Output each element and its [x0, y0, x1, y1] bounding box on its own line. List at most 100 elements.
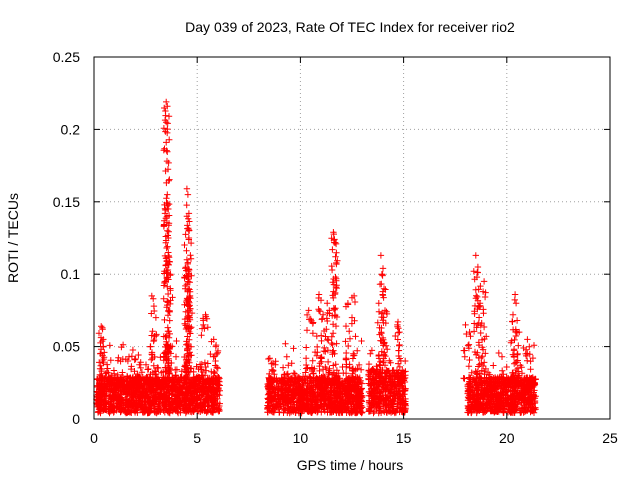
data-point — [183, 360, 190, 367]
data-point — [511, 336, 518, 344]
data-point — [288, 375, 295, 382]
data-point — [343, 406, 351, 414]
data-point — [175, 379, 182, 386]
data-point — [164, 120, 171, 127]
data-point — [163, 195, 170, 202]
data-point — [318, 316, 325, 323]
data-point — [514, 357, 521, 364]
data-point — [380, 359, 387, 366]
data-point — [503, 363, 510, 371]
data-point — [148, 310, 155, 317]
data-point — [293, 399, 301, 406]
data-point — [490, 362, 497, 369]
data-point — [472, 368, 479, 375]
data-point — [471, 308, 478, 315]
data-point — [166, 176, 173, 183]
data-point — [314, 349, 321, 356]
data-point — [467, 333, 474, 340]
x-tick-label: 25 — [602, 430, 618, 446]
data-point — [369, 375, 376, 382]
data-point — [120, 383, 128, 390]
data-point — [198, 325, 206, 332]
data-point — [330, 305, 338, 312]
data-point — [381, 369, 389, 376]
data-point — [132, 355, 139, 363]
data-point — [182, 272, 190, 279]
data-point — [188, 324, 195, 331]
x-tick-label: 15 — [396, 430, 412, 446]
data-point — [285, 394, 292, 402]
data-point — [396, 355, 403, 362]
data-point — [475, 286, 482, 293]
data-point — [329, 321, 337, 328]
data-point — [102, 397, 109, 404]
data-point — [329, 330, 337, 337]
data-point — [101, 384, 109, 391]
data-point — [103, 378, 110, 386]
data-point — [474, 368, 481, 376]
data-point — [98, 323, 105, 330]
data-point — [321, 344, 328, 352]
data-point — [291, 379, 298, 386]
data-point — [328, 339, 335, 347]
data-point — [183, 185, 191, 192]
data-point — [290, 345, 297, 352]
data-point — [319, 366, 327, 373]
data-point — [396, 396, 404, 403]
data-point — [302, 369, 309, 376]
data-point — [200, 321, 207, 329]
data-point — [144, 366, 151, 373]
data-point — [181, 241, 188, 249]
data-point — [149, 399, 157, 406]
data-point — [332, 283, 340, 291]
data-point — [150, 302, 158, 310]
data-point — [491, 403, 498, 410]
data-point — [487, 406, 494, 413]
data-point — [464, 393, 472, 401]
data-point — [275, 396, 282, 404]
data-point — [98, 398, 105, 406]
data-point — [182, 282, 189, 290]
data-point — [511, 296, 518, 304]
data-point — [165, 200, 173, 208]
x-axis-label: GPS time / hours — [297, 457, 404, 473]
data-point — [398, 408, 405, 415]
data-point — [304, 390, 311, 397]
data-point — [532, 393, 539, 400]
data-point — [506, 380, 513, 387]
data-point — [100, 387, 108, 394]
data-point — [352, 333, 359, 340]
data-point — [268, 360, 275, 367]
data-point — [385, 388, 392, 395]
data-point — [395, 381, 403, 388]
data-point — [114, 371, 121, 379]
data-point — [315, 388, 323, 396]
y-tick-label: 0.1 — [61, 266, 81, 282]
data-point — [142, 375, 149, 382]
data-point — [305, 307, 312, 314]
data-point — [194, 387, 201, 394]
data-point — [395, 373, 402, 380]
data-point — [120, 405, 127, 412]
data-point — [301, 374, 309, 382]
data-point — [144, 395, 152, 403]
data-point — [193, 394, 200, 401]
data-point — [165, 334, 173, 341]
data-point — [301, 376, 308, 383]
data-point — [474, 321, 481, 329]
data-point — [165, 205, 172, 213]
data-point — [374, 387, 381, 394]
data-point — [148, 292, 155, 300]
data-point — [183, 213, 191, 220]
data-point — [461, 353, 468, 360]
data-points — [93, 98, 539, 417]
data-point — [213, 350, 220, 358]
data-point — [169, 343, 176, 350]
data-point — [379, 375, 387, 382]
data-point — [186, 328, 193, 336]
data-point — [164, 347, 171, 355]
data-point — [394, 405, 401, 413]
data-point — [151, 353, 158, 361]
data-point — [136, 386, 144, 393]
data-point — [188, 365, 195, 372]
